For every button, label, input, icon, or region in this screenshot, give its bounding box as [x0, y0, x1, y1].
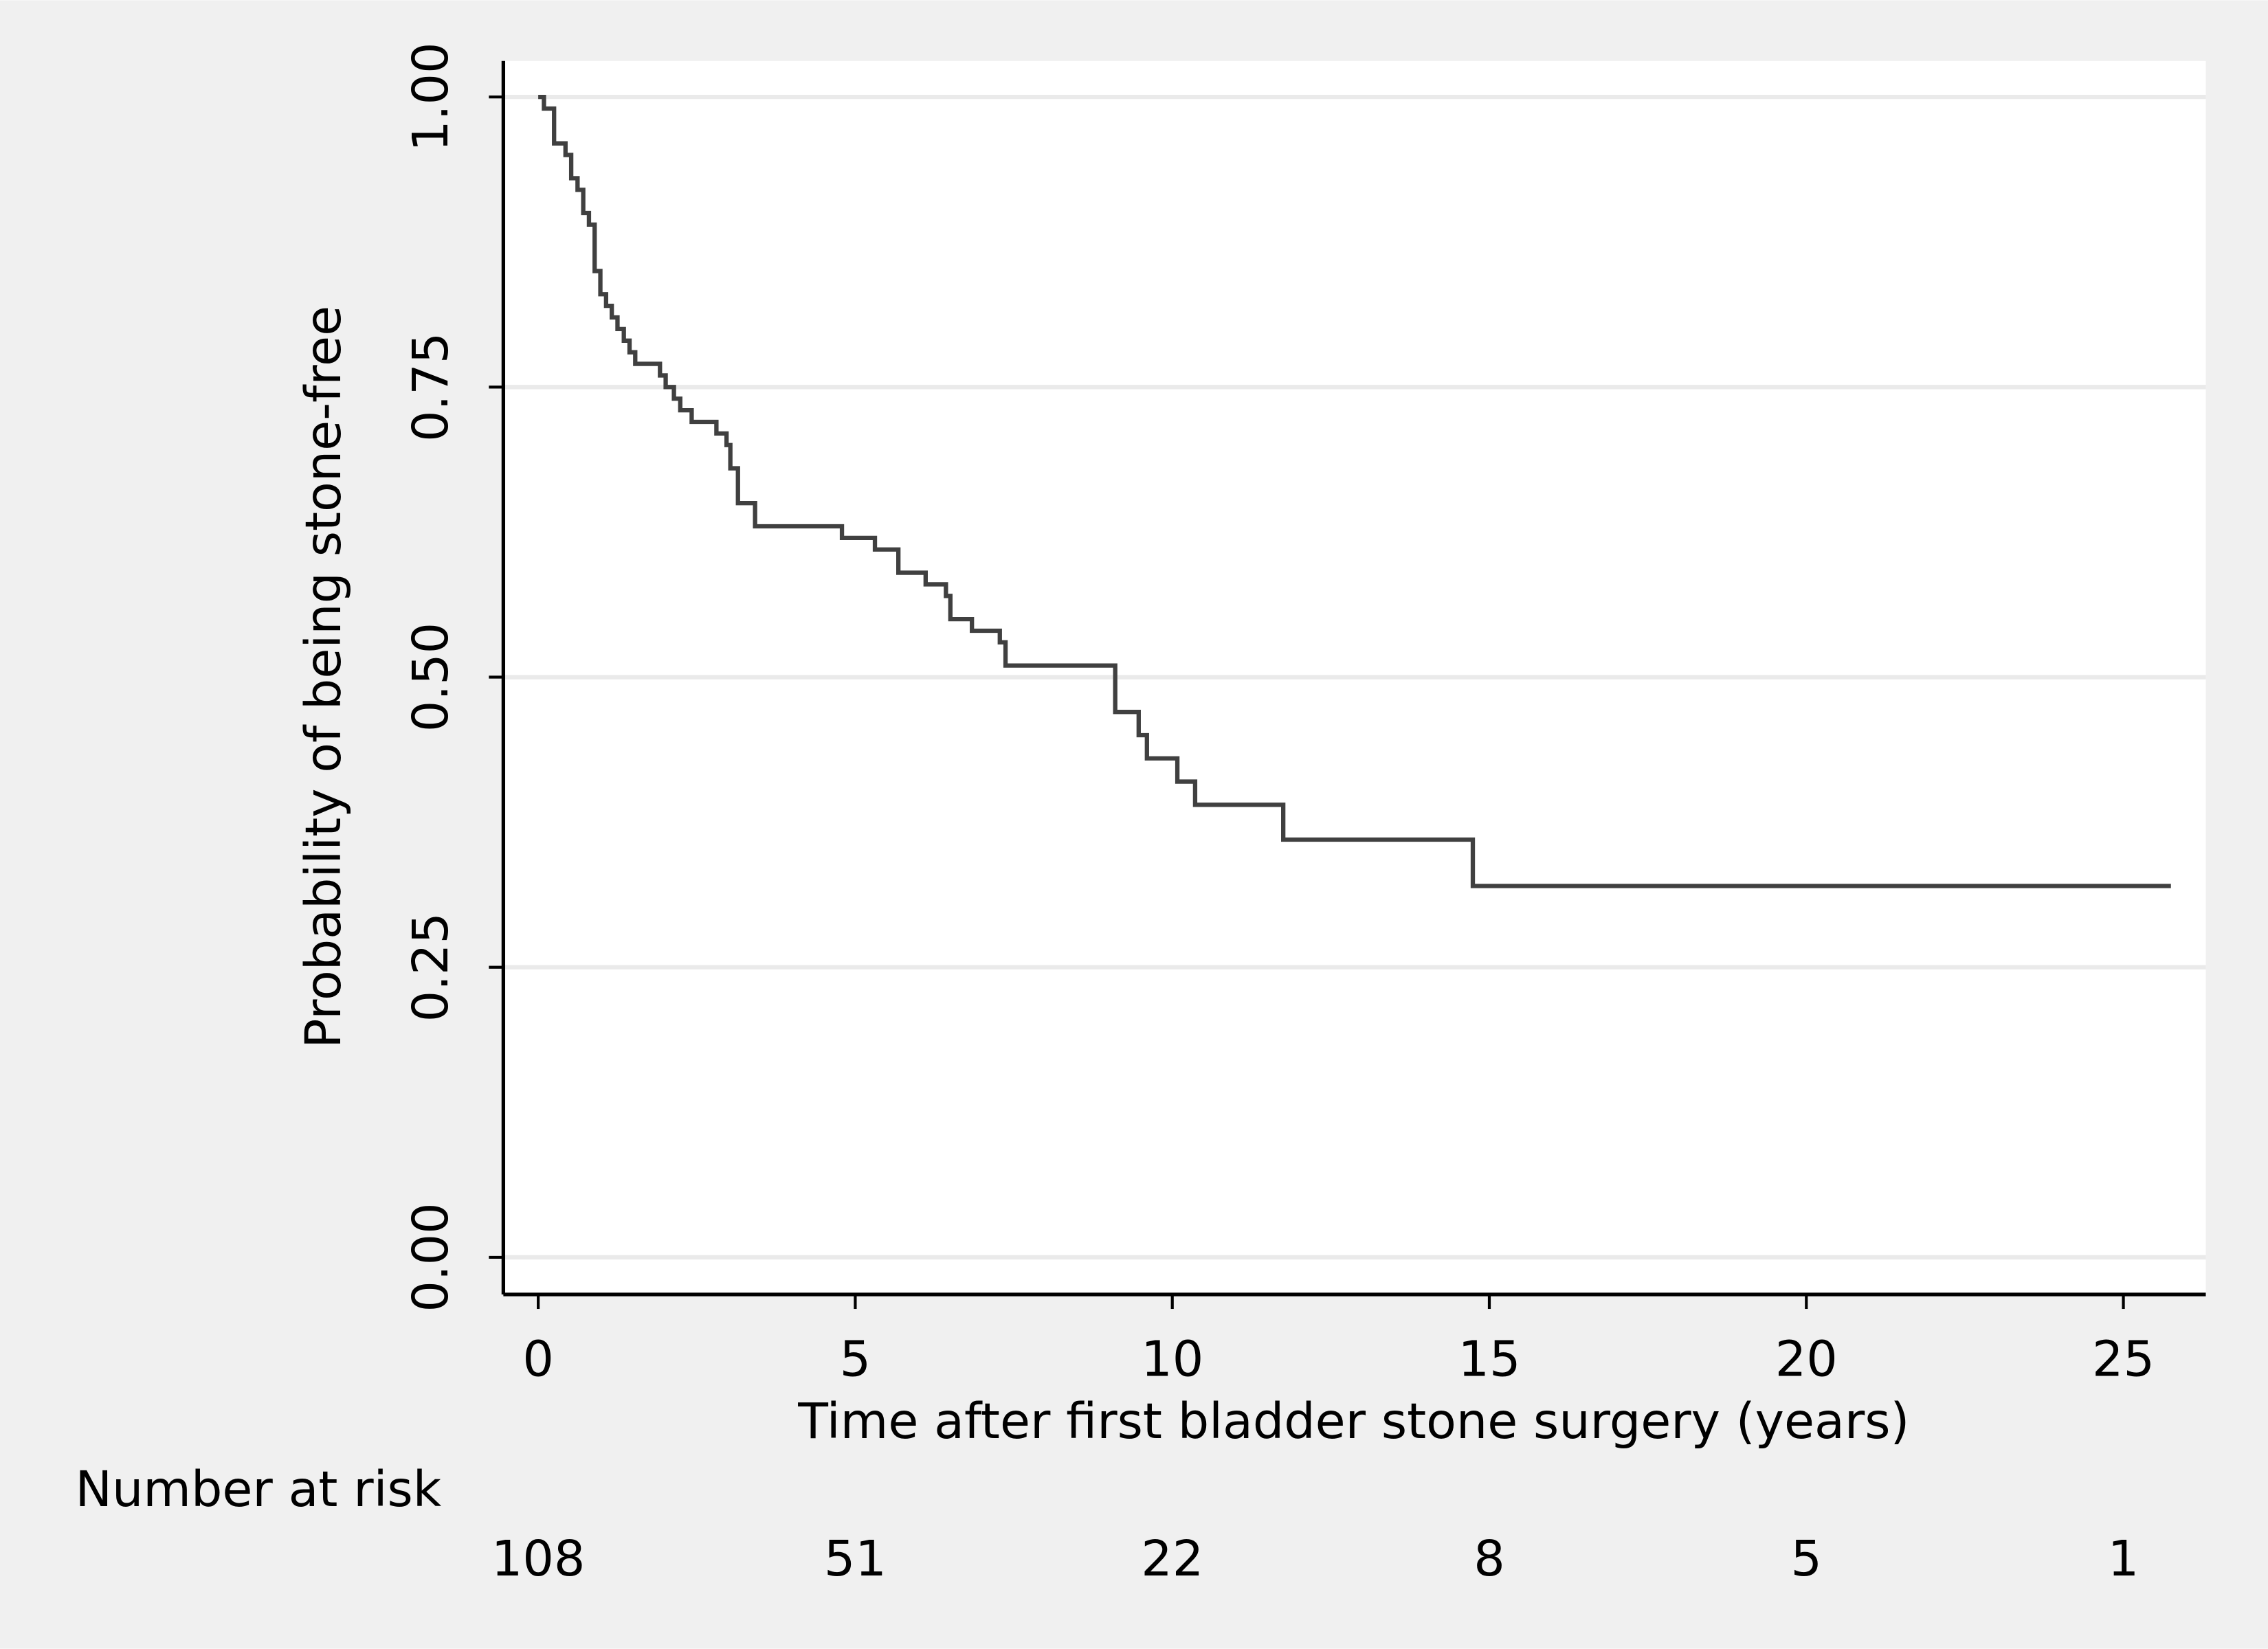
y-tick-label: 0.25	[402, 912, 459, 1022]
x-tick-label: 25	[2092, 1330, 2155, 1387]
y-tick-label: 0.00	[402, 1202, 459, 1312]
risk-count: 51	[824, 1530, 887, 1587]
x-tick-label: 15	[1458, 1330, 1520, 1387]
risk-count: 22	[1141, 1530, 1203, 1587]
y-axis-title: Probability of being stone-free	[295, 306, 352, 1048]
risk-table-label: Number at risk	[75, 1461, 441, 1518]
risk-count: 1	[2108, 1530, 2139, 1587]
x-tick-label: 10	[1141, 1330, 1203, 1387]
y-tick-label: 0.50	[402, 622, 459, 732]
y-tick-label: 1.00	[402, 42, 459, 151]
x-axis-title: Time after first bladder stone surgery (…	[797, 1393, 1909, 1450]
risk-count: 108	[491, 1530, 586, 1587]
y-tick-label: 0.75	[402, 333, 459, 442]
survival-curve	[538, 94, 2171, 888]
x-tick-label: 20	[1775, 1330, 1838, 1387]
risk-count: 5	[1791, 1530, 1823, 1587]
risk-count: 8	[1474, 1530, 1505, 1587]
x-tick-label: 5	[840, 1330, 871, 1387]
x-tick-label: 0	[522, 1330, 554, 1387]
